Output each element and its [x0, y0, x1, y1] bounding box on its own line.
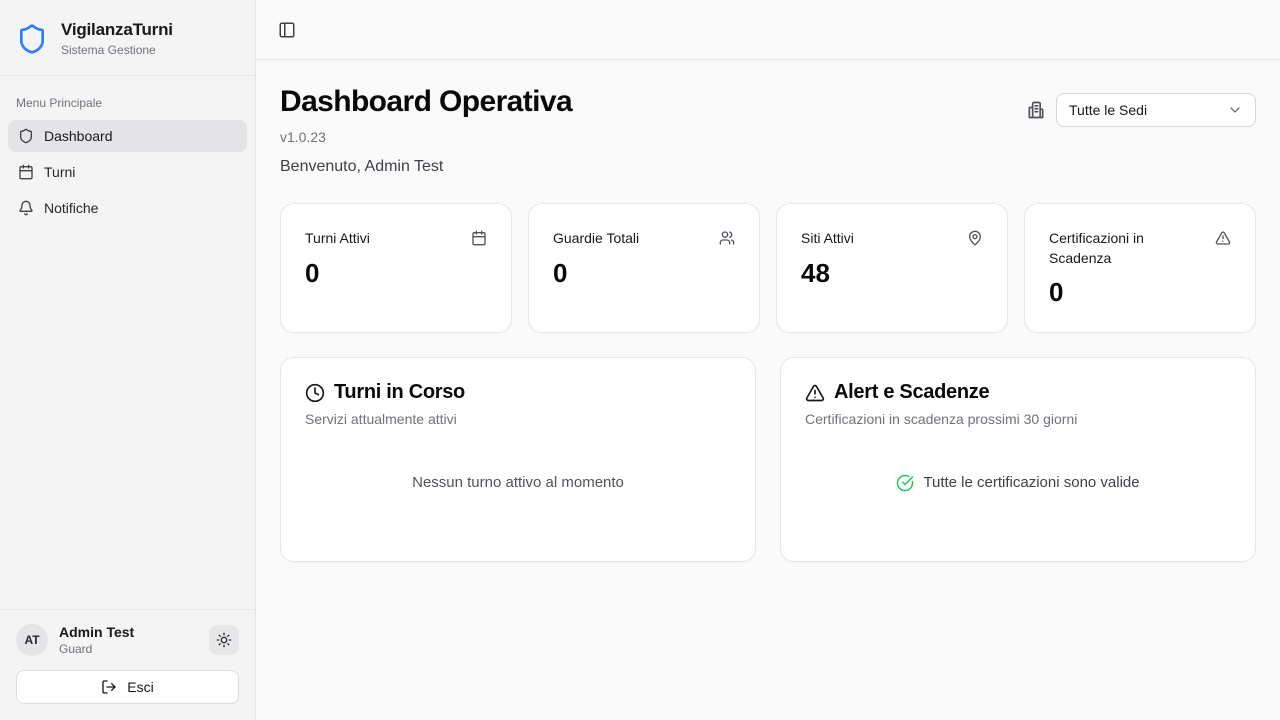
panel-left-icon [278, 21, 296, 39]
building-icon [1026, 100, 1046, 120]
panels-grid: Turni in Corso Servizi attualmente attiv… [280, 357, 1256, 562]
stat-card-turni-attivi: Turni Attivi 0 [280, 203, 512, 333]
sidebar-footer: AT Admin Test Guard Esci [0, 609, 255, 720]
welcome-message: Benvenuto, Admin Test [280, 158, 444, 175]
calendar-icon [18, 164, 34, 180]
stat-label: Siti Attivi [801, 230, 854, 246]
log-out-icon [101, 679, 117, 695]
panel-title: Turni in Corso [334, 381, 465, 403]
shield-logo-icon [16, 23, 48, 55]
stat-card-guardie-totali: Guardie Totali 0 [528, 203, 760, 333]
user-role: Guard [59, 642, 93, 656]
app-subtitle: Sistema Gestione [61, 43, 156, 57]
users-icon [719, 230, 735, 246]
panel-subtitle: Servizi attualmente attivi [305, 411, 457, 427]
panel-alert-scadenze: Alert e Scadenze Certificazioni in scade… [780, 357, 1256, 562]
empty-state-message: Nessun turno attivo al momento [412, 474, 624, 491]
logout-label: Esci [127, 679, 154, 695]
app-brand: VigilanzaTurni Sistema Gestione [0, 0, 255, 76]
check-circle-icon [896, 474, 914, 492]
sidebar-item-turni[interactable]: Turni [8, 156, 247, 188]
sidebar-item-label: Dashboard [44, 128, 113, 144]
stat-card-siti-attivi: Siti Attivi 48 [776, 203, 1008, 333]
site-filter-value: Tutte le Sedi [1069, 102, 1148, 118]
sidebar-item-dashboard[interactable]: Dashboard [8, 120, 247, 152]
user-name: Admin Test [59, 624, 135, 640]
sidebar: VigilanzaTurni Sistema Gestione Menu Pri… [0, 0, 256, 720]
stat-label: Turni Attivi [305, 230, 370, 246]
panel-turni-in-corso: Turni in Corso Servizi attualmente attiv… [280, 357, 756, 562]
sidebar-item-label: Turni [44, 164, 76, 180]
logout-button[interactable]: Esci [16, 670, 239, 704]
bell-icon [18, 200, 34, 216]
status-message: Tutte le certificazioni sono valide [923, 474, 1140, 491]
sidebar-toggle-button[interactable] [278, 21, 296, 39]
stat-value: 0 [305, 257, 320, 288]
clock-icon [305, 383, 325, 403]
sidebar-menu: Menu Principale Dashboard Turni Notifich… [0, 76, 255, 240]
sun-icon [216, 632, 232, 648]
chevron-down-icon [1227, 102, 1243, 118]
site-filter-select[interactable]: Tutte le Sedi [1056, 93, 1256, 127]
avatar: AT [16, 624, 48, 656]
sidebar-item-notifiche[interactable]: Notifiche [8, 192, 247, 224]
map-pin-icon [967, 230, 983, 246]
stat-label: Guardie Totali [553, 230, 640, 246]
stat-value: 0 [553, 257, 568, 288]
shield-icon [18, 128, 34, 144]
app-name: VigilanzaTurni [61, 20, 173, 39]
panel-title: Alert e Scadenze [834, 381, 990, 403]
stat-value: 48 [801, 257, 830, 288]
stats-grid: Turni Attivi 0 Guardie Totali 0 [280, 203, 1256, 333]
theme-toggle-button[interactable] [209, 625, 239, 655]
panel-subtitle: Certificazioni in scadenza prossimi 30 g… [805, 411, 1078, 427]
stat-card-certificazioni: Certificazioni in Scadenza 0 [1024, 203, 1256, 333]
sidebar-item-label: Notifiche [44, 200, 99, 216]
topbar [256, 0, 1280, 60]
calendar-icon [471, 230, 487, 246]
version-label: v1.0.23 [280, 129, 326, 145]
alert-triangle-icon [805, 383, 825, 403]
menu-section-label: Menu Principale [16, 96, 103, 110]
stat-value: 0 [1049, 277, 1064, 308]
alert-triangle-icon [1215, 230, 1231, 246]
stat-label: Certificazioni in Scadenza [1049, 230, 1144, 266]
page-title: Dashboard Operativa [280, 85, 573, 118]
main-content: Dashboard Operativa v1.0.23 Benvenuto, A… [256, 60, 1280, 720]
